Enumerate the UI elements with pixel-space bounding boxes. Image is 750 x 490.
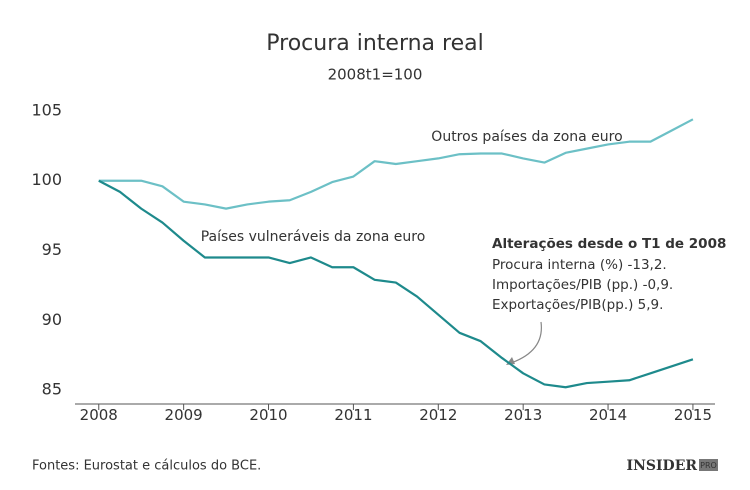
line	[98, 118, 694, 210]
x-tick-label: 2009	[165, 406, 203, 424]
annotation-title: Alterações desde o T1 de 2008	[492, 236, 726, 252]
logo: INSIDER	[627, 458, 698, 474]
series-label: Outros países da zona euro	[431, 129, 622, 145]
annotation-line: Exportações/PIB(pp.) 5,9.	[492, 297, 663, 313]
annotation-line: Procura interna (%) -13,2.	[492, 257, 667, 273]
y-tick-label: 90	[42, 310, 62, 329]
y-tick-label: 105	[31, 100, 62, 119]
x-tick-label: 2012	[419, 406, 457, 424]
logo-sub: PRO	[700, 461, 717, 470]
y-tick-label: 85	[42, 380, 62, 399]
x-tick-label: 2014	[589, 406, 627, 424]
chart-title: Procura interna real	[266, 31, 483, 56]
y-tick-label: 95	[42, 240, 62, 259]
logo-badge	[699, 459, 718, 471]
x-tick-label: 2013	[504, 406, 542, 424]
annotation-line: Importações/PIB (pp.) -0,9.	[492, 277, 673, 293]
y-tick-label: 100	[31, 170, 62, 189]
series-label: Países vulneráveis da zona euro	[201, 229, 426, 245]
line	[98, 179, 694, 389]
chart-subtitle: 2008t1=100	[328, 66, 423, 84]
x-tick-label: 2011	[334, 406, 372, 424]
x-tick-label: 2008	[80, 406, 118, 424]
x-tick-label: 2015	[674, 406, 712, 424]
x-tick-label: 2010	[249, 406, 287, 424]
source: Fontes: Eurostat e cálculos do BCE.	[32, 459, 261, 474]
